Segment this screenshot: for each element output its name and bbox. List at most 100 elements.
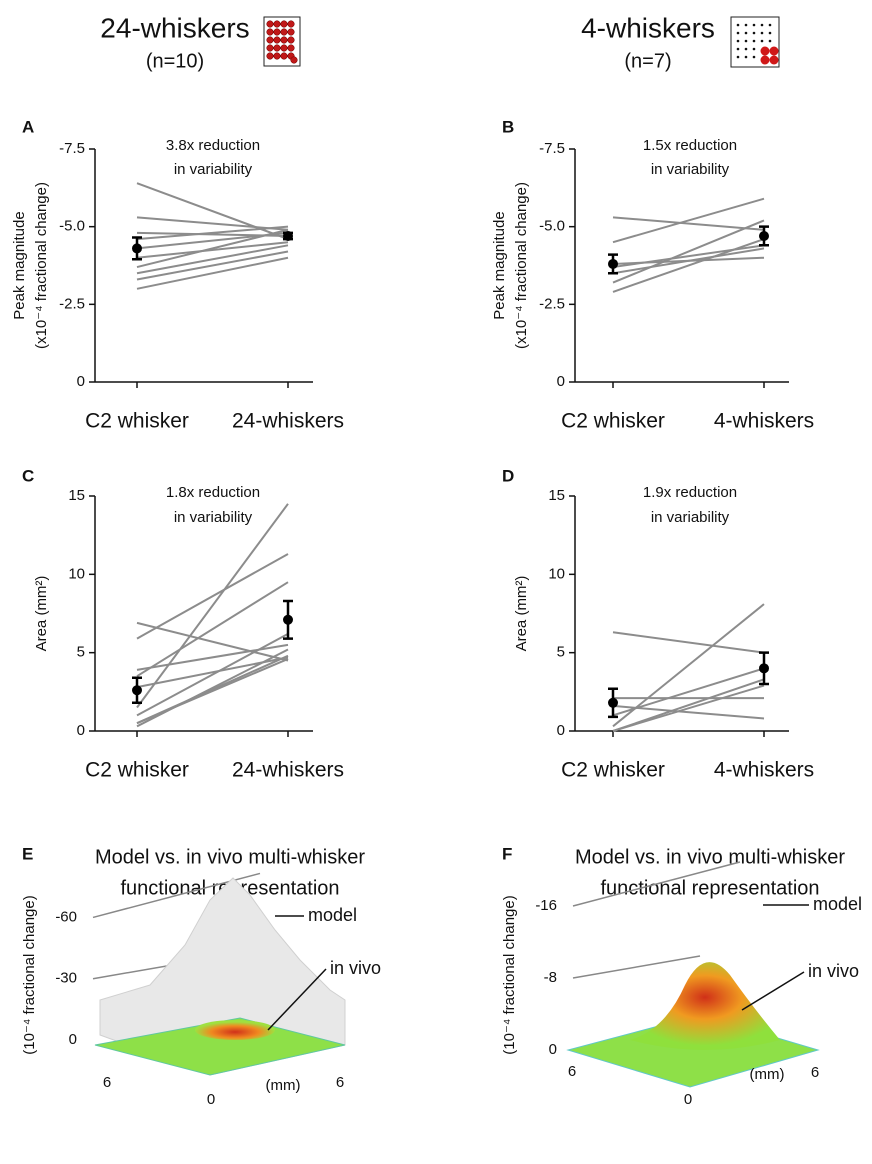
subject-line [136,225,289,241]
subject-line [612,603,765,728]
subject-line [612,247,765,275]
whisker-icon [263,16,301,67]
subject-line [136,244,289,275]
z-tick-label: 0 [549,1041,557,1058]
y-axis-label: (x10⁻⁴ fractional change) [513,182,530,349]
header-subtitle: (n=10) [146,50,204,72]
subject-line [136,553,289,640]
mean-point [608,258,618,269]
subject-line [612,684,765,732]
annotation: in variability [651,509,730,526]
mean-point [132,685,142,696]
chart-title: Model vs. in vivo multi-whisker [575,846,845,868]
label-leader [741,971,805,1011]
y-tick-label: 10 [68,565,85,582]
y-tick-label: 10 [548,565,565,582]
y-tick-label: 0 [77,373,85,390]
mean-point [608,697,618,708]
annotation: 3.8x reduction [166,137,260,154]
header-title: 24-whiskers [100,12,249,43]
y-tick-label: 0 [557,373,565,390]
y-axis-label: (10⁻⁴ fractional change) [501,895,518,1054]
model-surface [99,877,346,1076]
x-tick-label: C2 whisker [85,759,189,782]
mean-point [132,243,142,254]
subject-line [136,632,289,717]
subject-line [612,216,765,231]
y-tick-label: 5 [77,644,85,661]
label-leader [267,968,327,1031]
whisker-icon [730,16,780,68]
y-tick-label: -7.5 [539,140,565,157]
y-tick-label: -2.5 [539,295,565,312]
x-tick-label: 4-whiskers [714,410,814,433]
surface-label: model [308,905,357,925]
subject-line [612,678,765,732]
y-axis-label: (x10⁻⁴ fractional change) [33,182,50,349]
subject-line [612,667,765,717]
reference-line [572,861,741,907]
y-axis-label: Area (mm²) [33,576,50,652]
subject-line [612,631,765,654]
annotation: in variability [174,161,253,178]
z-tick-label: -8 [544,969,557,986]
panel-letter: E [22,844,33,863]
y-tick-label: 5 [557,644,565,661]
ground-tick-label: 0 [207,1091,215,1108]
subject-line [612,197,765,244]
x-tick-label: 24-whiskers [232,410,344,433]
subject-line [136,658,289,725]
y-tick-label: 15 [68,487,85,504]
surface-label: in vivo [808,961,859,981]
subject-line [136,241,289,259]
mean-point [283,614,293,625]
chart-title: functional representation [600,877,819,899]
ground-tick-label: 6 [103,1074,111,1091]
y-tick-label: -5.0 [539,218,565,235]
reference-line [572,955,701,979]
y-tick-label: -5.0 [59,218,85,235]
ground-tick-label: 6 [811,1064,819,1081]
y-tick-label: 15 [548,487,565,504]
subject-line [136,228,289,269]
chart-title: Model vs. in vivo multi-whisker [95,846,365,868]
y-axis-label: Peak magnitude [491,211,508,319]
subject-line [136,250,289,281]
x-tick-label: 4-whiskers [714,759,814,782]
x-tick-label: 24-whiskers [232,759,344,782]
panel-letter: C [22,466,34,485]
y-tick-label: 0 [77,722,85,739]
subject-line [612,238,765,293]
z-tick-label: 0 [69,1031,77,1048]
x-tick-label: C2 whisker [561,410,665,433]
ground-unit: (mm) [750,1066,785,1083]
ground-tick-label: 6 [336,1074,344,1091]
subject-line [136,216,289,231]
y-axis-label: (10⁻⁴ fractional change) [21,895,38,1054]
in-vivo-floor [94,1017,346,1076]
surface-label: in vivo [330,958,381,978]
y-axis-label: Area (mm²) [513,576,530,652]
ground-tick-label: 6 [568,1063,576,1080]
panel-letter: B [502,117,514,136]
panel-letter: A [22,117,34,136]
subject-line [136,503,289,709]
panel-letter: D [502,466,514,485]
in-vivo-peak [195,1020,275,1040]
subject-line [136,621,289,662]
subject-line [136,256,289,290]
z-tick-label: -60 [55,908,77,925]
x-tick-label: C2 whisker [561,759,665,782]
annotation: in variability [174,509,253,526]
annotation: 1.9x reduction [643,484,737,501]
header-subtitle: (n=7) [624,50,671,72]
z-tick-label: -30 [55,970,77,987]
subject-line [612,244,765,269]
ground-unit: (mm) [266,1077,301,1094]
mean-point [759,663,769,674]
annotation: in variability [651,161,730,178]
subject-line [136,182,289,241]
y-tick-label: -2.5 [59,295,85,312]
subject-line [136,643,289,671]
